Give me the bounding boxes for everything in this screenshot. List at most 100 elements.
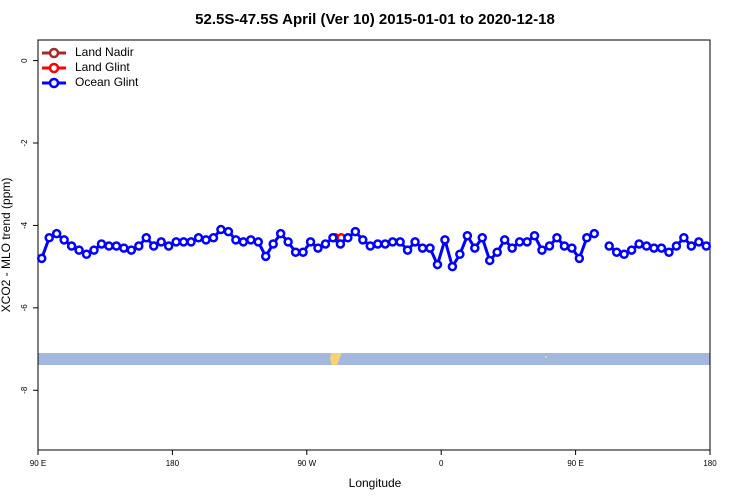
data-point xyxy=(89,245,99,255)
legend-marker xyxy=(48,62,60,74)
data-point xyxy=(380,239,390,249)
land-strip xyxy=(545,356,547,358)
data-point xyxy=(126,245,137,255)
data-point xyxy=(44,233,54,243)
x-axis-label: Longitude xyxy=(349,476,402,490)
data-point xyxy=(641,241,652,251)
data-point xyxy=(686,241,697,251)
data-point xyxy=(372,239,383,249)
data-point xyxy=(298,247,308,257)
legend-label: Land Glint xyxy=(75,60,130,74)
data-point xyxy=(66,241,77,251)
data-point xyxy=(358,235,368,245)
data-point xyxy=(51,228,62,239)
land-strip xyxy=(330,353,342,365)
data-point xyxy=(193,233,204,243)
data-point xyxy=(589,228,600,239)
data-point xyxy=(365,241,376,251)
data-point xyxy=(395,237,405,247)
data-point xyxy=(81,249,92,260)
x-tick-label: 90 E xyxy=(30,459,46,468)
data-point xyxy=(537,245,547,255)
data-point xyxy=(574,253,585,264)
y-tick-label: -2 xyxy=(20,139,29,147)
x-tick-label: 90 W xyxy=(297,459,316,468)
data-point xyxy=(492,247,502,257)
data-point xyxy=(268,239,278,249)
data-point xyxy=(507,243,517,253)
y-axis-label: XCO2 - MLO trend (ppm) xyxy=(0,178,13,313)
data-point xyxy=(582,233,592,243)
data-point xyxy=(462,230,473,241)
data-point xyxy=(559,241,570,251)
data-point xyxy=(470,243,480,253)
data-point xyxy=(402,245,413,255)
data-point xyxy=(111,241,122,251)
data-point xyxy=(119,243,129,253)
data-point xyxy=(208,233,219,243)
map-strip xyxy=(38,353,710,365)
data-point xyxy=(656,243,667,253)
data-point xyxy=(74,245,84,255)
data-point xyxy=(253,237,264,247)
data-point xyxy=(201,235,211,245)
data-point xyxy=(260,251,271,262)
x-tick-label: 0 xyxy=(439,459,444,468)
data-point xyxy=(679,233,689,243)
data-point xyxy=(499,235,510,245)
data-point xyxy=(567,243,577,253)
data-point xyxy=(552,233,562,243)
data-point xyxy=(447,261,458,272)
data-point xyxy=(664,247,674,257)
data-point xyxy=(484,255,495,266)
data-point xyxy=(313,243,323,253)
ocean-strip xyxy=(38,353,710,365)
data-point xyxy=(671,241,682,251)
data-point xyxy=(432,259,443,270)
data-point xyxy=(694,237,704,247)
data-point xyxy=(36,253,47,264)
data-point xyxy=(387,237,398,247)
data-point xyxy=(96,239,107,249)
data-point xyxy=(604,241,614,251)
x-tick-label: 90 E xyxy=(567,459,583,468)
data-point xyxy=(529,230,540,241)
data-point xyxy=(544,241,555,251)
data-point xyxy=(134,241,144,251)
legend-marker xyxy=(48,77,60,89)
data-point xyxy=(634,239,644,249)
legend-label: Land Nadir xyxy=(75,45,134,59)
data-point xyxy=(216,224,226,235)
data-point xyxy=(343,233,353,243)
data-point xyxy=(320,239,331,249)
data-point xyxy=(171,237,181,247)
data-point xyxy=(440,235,450,245)
chart-title: 52.5S-47.5S April (Ver 10) 2015-01-01 to… xyxy=(195,11,555,28)
data-point xyxy=(186,237,196,247)
data-point xyxy=(335,239,346,249)
x-tick-label: 180 xyxy=(166,459,180,468)
data-point xyxy=(238,237,249,247)
data-point xyxy=(514,237,525,247)
data-point xyxy=(328,233,338,243)
data-point xyxy=(417,243,428,253)
data-point xyxy=(275,228,286,239)
data-point xyxy=(178,237,189,247)
data-point xyxy=(649,243,659,253)
data-point xyxy=(305,237,316,247)
y-tick-label: -6 xyxy=(20,304,29,312)
data-point xyxy=(611,247,622,257)
data-point xyxy=(231,235,241,245)
data-point xyxy=(156,237,166,247)
data-point xyxy=(148,241,159,251)
data-point xyxy=(425,243,435,253)
data-point xyxy=(246,235,256,245)
data-point xyxy=(626,245,637,255)
x-tick-label: 180 xyxy=(703,459,717,468)
data-point xyxy=(141,233,152,243)
y-tick-label: -8 xyxy=(20,386,29,394)
legend-label: Ocean Glint xyxy=(75,75,139,89)
legend-marker xyxy=(48,47,60,59)
data-point xyxy=(701,241,712,251)
